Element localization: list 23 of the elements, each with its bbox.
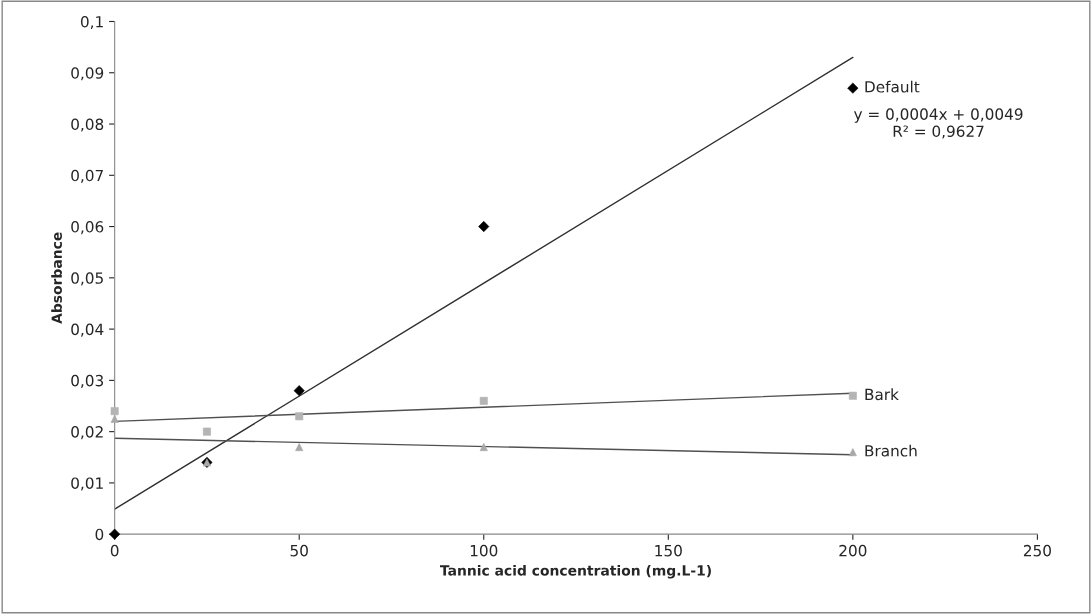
y-tick-label: 0,06 [71,221,104,235]
x-axis-title: Tannic acid concentration (mg.L-1) [440,564,711,579]
y-tick-label: 0,08 [71,118,104,132]
y-tick-label: 0,09 [71,67,104,81]
y-tick-label: 0,05 [71,272,103,286]
y-tick-label: 0,1 [80,15,103,30]
y-tick-label: 0,02 [71,426,103,440]
x-tick-label: 150 [655,544,682,557]
x-tick-label: 200 [839,544,867,557]
series-label: Bark [865,388,899,401]
y-axis-title: Absorbance [51,232,62,324]
series-label: Default [865,80,920,93]
x-tick-label: 50 [290,544,308,557]
x-tick-label: 250 [1023,544,1051,557]
y-tick-label: 0 [95,528,104,541]
y-tick-label: 0,01 [71,477,103,491]
y-tick-label: 0,03 [71,374,104,388]
series-label: Branch [865,444,917,457]
x-tick-label: 0 [110,544,119,557]
x-tick-label: 100 [470,544,498,557]
y-tick-label: 0,07 [71,169,103,183]
y-tick-label: 0,04 [71,323,104,337]
annotation: y = 0,0004x + 0,0049 R² = 0,9627 [853,108,1023,139]
